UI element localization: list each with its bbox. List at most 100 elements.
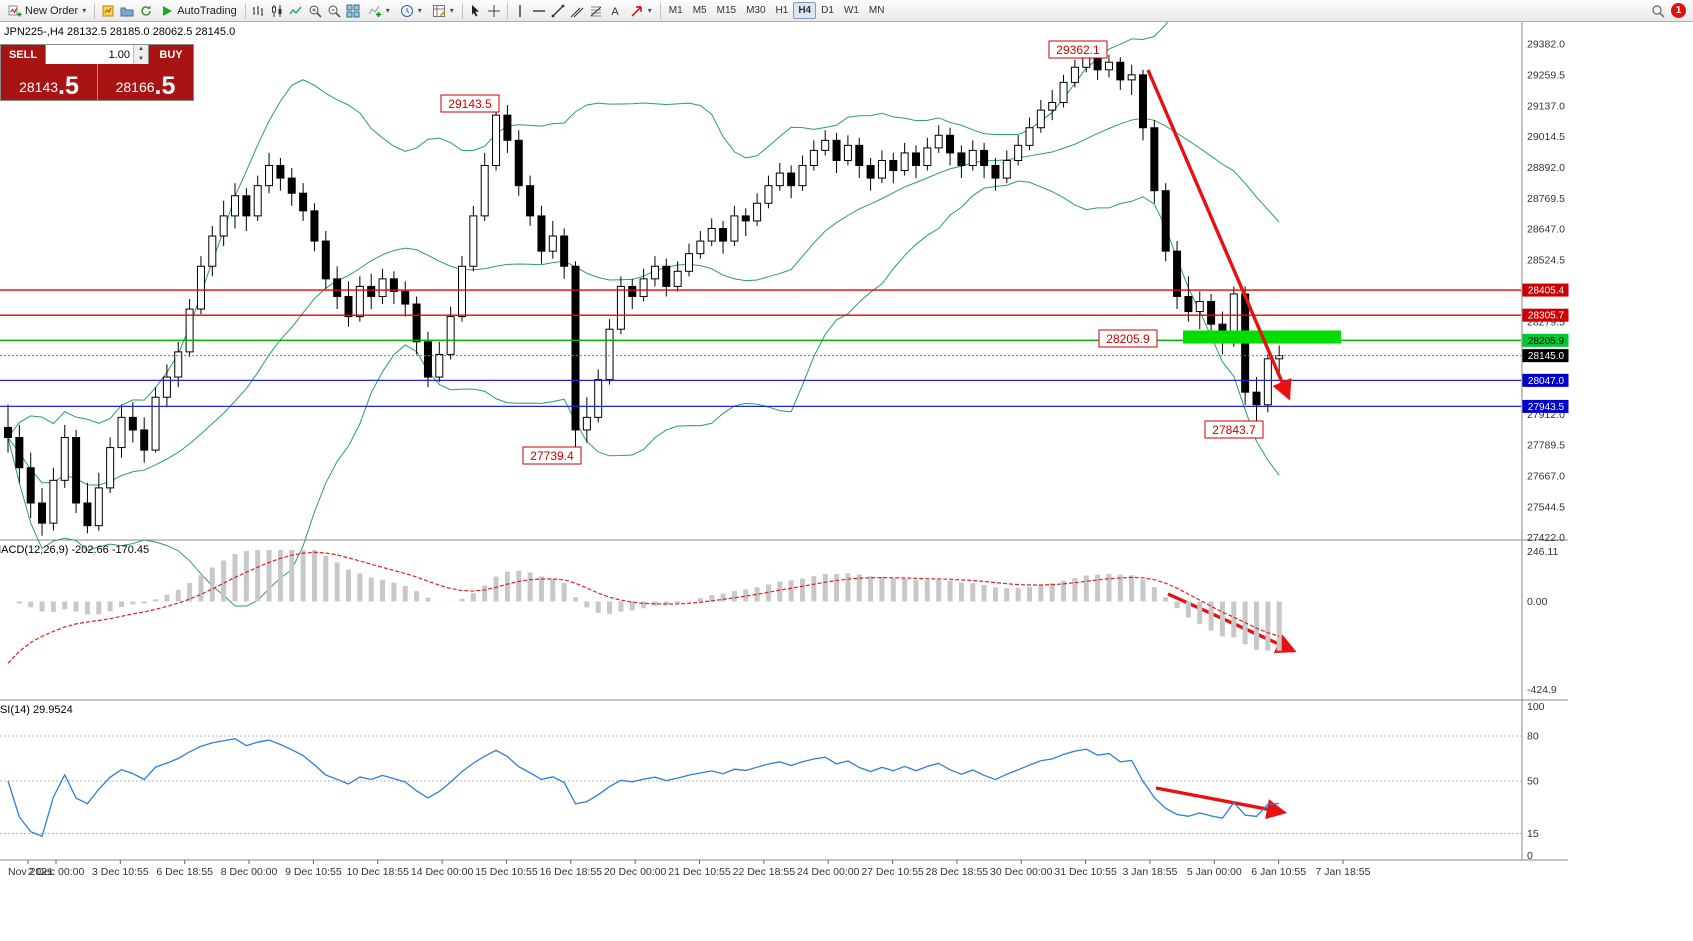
new-order-button[interactable]: New Order ▾	[3, 1, 91, 20]
buy-button[interactable]: BUY	[149, 45, 193, 64]
timeframe-label: MN	[868, 5, 885, 16]
text-button[interactable]: A	[606, 2, 625, 20]
timeframe-m30[interactable]: M30	[741, 2, 770, 19]
svg-text:80: 80	[1527, 731, 1539, 743]
volume-up-icon[interactable]: ▲	[134, 45, 148, 55]
zoom-in-button[interactable]	[306, 2, 325, 20]
volume-value[interactable]: 1.00	[108, 48, 130, 61]
svg-text:27422.0: 27422.0	[1527, 532, 1565, 544]
timeframe-label: M5	[692, 5, 707, 16]
chart-canvas[interactable]: 29362.1 29143.5 28205.9 27739.4 27843.7 29382…	[0, 22, 1693, 941]
svg-text:28145.0: 28145.0	[1528, 351, 1565, 362]
svg-text:15 Dec 10:55: 15 Dec 10:55	[475, 866, 538, 878]
svg-text:100: 100	[1527, 701, 1545, 713]
timeframe-h1[interactable]: H1	[771, 2, 794, 19]
timeframe-m1[interactable]: M1	[664, 2, 688, 19]
fibonacci-button[interactable]	[587, 2, 606, 20]
timeframe-w1[interactable]: W1	[839, 2, 864, 19]
volume-field[interactable]: 1.00 ▲ ▼	[45, 45, 149, 64]
svg-text:10 Dec 18:55: 10 Dec 18:55	[347, 866, 410, 878]
volume-down-icon[interactable]: ▼	[134, 54, 148, 64]
svg-text:29143.5: 29143.5	[448, 97, 492, 111]
refresh-button[interactable]	[136, 2, 155, 20]
svg-text:27843.7: 27843.7	[1212, 423, 1256, 437]
svg-text:29137.0: 29137.0	[1527, 100, 1565, 112]
crosshair-button[interactable]	[485, 2, 504, 20]
text-icon: A	[608, 4, 622, 18]
trend-arrow-rsi[interactable]	[1155, 786, 1288, 820]
sell-label: SELL	[8, 48, 38, 61]
svg-text:27739.4: 27739.4	[530, 449, 574, 463]
price-callout[interactable]: 29362.1	[1048, 40, 1108, 59]
sell-button[interactable]: SELL	[1, 45, 45, 64]
profiles-button[interactable]	[117, 2, 136, 20]
price-callout[interactable]: 27843.7	[1204, 420, 1264, 439]
trend-arrow-main[interactable]	[1146, 69, 1292, 401]
timeframe-m5[interactable]: M5	[688, 2, 712, 19]
svg-text:28205.9: 28205.9	[1106, 332, 1150, 346]
charts-icon	[101, 4, 115, 18]
price-callout[interactable]: 28205.9	[1098, 329, 1158, 348]
main-toolbar: New Order ▾ AutoTrading ▾ ▾ ▾ A ▾ M1 M5 …	[0, 0, 1693, 22]
search-button[interactable]	[1648, 2, 1667, 20]
svg-text:28405.4: 28405.4	[1528, 286, 1565, 297]
chart-frame	[0, 22, 1568, 861]
chevron-down-icon: ▾	[385, 6, 390, 15]
periods-button[interactable]: ▾	[395, 1, 427, 20]
timeframe-label: M30	[746, 5, 766, 16]
buy-price-frac: .5	[154, 71, 176, 100]
zoom-out-button[interactable]	[325, 2, 344, 20]
line-chart-button[interactable]	[287, 2, 306, 20]
profiles-icon	[120, 4, 134, 18]
templates-button[interactable]: ▾	[427, 1, 459, 20]
channel-button[interactable]	[568, 2, 587, 20]
timeframe-h4[interactable]: H4	[793, 2, 817, 19]
indicators-button[interactable]: ▾	[363, 1, 395, 20]
vertical-line-icon	[513, 4, 527, 18]
svg-text:7 Jan 18:55: 7 Jan 18:55	[1316, 866, 1371, 878]
new-order-label: New Order	[25, 4, 79, 17]
charts-button[interactable]	[98, 2, 117, 20]
timeframe-label: W1	[843, 5, 859, 16]
cursor-button[interactable]	[466, 2, 485, 20]
sell-price-button[interactable]: 28143 .5	[1, 64, 97, 100]
autotrading-label: AutoTrading	[177, 4, 237, 17]
candlestick-chart-button[interactable]	[268, 2, 287, 20]
chevron-down-icon: ▾	[82, 6, 87, 15]
svg-text:Nov 2021: Nov 2021	[8, 866, 53, 878]
sell-price-frac: .5	[58, 71, 79, 100]
trendline-icon	[551, 4, 565, 18]
svg-text:3 Jan 18:55: 3 Jan 18:55	[1123, 866, 1178, 878]
notification-count: 1	[1675, 5, 1682, 16]
autotrading-button[interactable]: AutoTrading	[155, 1, 242, 20]
horizontal-line-button[interactable]	[530, 2, 549, 20]
clock-icon	[400, 4, 414, 18]
arrow-object-icon	[630, 4, 644, 18]
price-badge: 28205.9	[1522, 333, 1569, 347]
macd-label: MACD(12,26,9) -202.66 -170.45	[0, 544, 149, 556]
vertical-line-button[interactable]	[511, 2, 530, 20]
svg-text:27544.5: 27544.5	[1527, 501, 1565, 513]
price-callout[interactable]: 29143.5	[440, 94, 500, 113]
svg-text:31 Dec 10:55: 31 Dec 10:55	[1054, 866, 1117, 878]
crosshair-icon	[487, 4, 501, 18]
price-callout[interactable]: 27739.4	[522, 446, 582, 465]
timeframe-mn[interactable]: MN	[864, 2, 890, 19]
tile-windows-button[interactable]	[344, 2, 363, 20]
buy-price-button[interactable]: 28166 .5	[97, 64, 193, 100]
svg-text:27943.5: 27943.5	[1528, 402, 1565, 413]
svg-text:5 Jan 00:00: 5 Jan 00:00	[1187, 866, 1242, 878]
svg-text:A: A	[612, 6, 620, 18]
toolbar-separator	[461, 2, 463, 19]
fibonacci-icon	[589, 4, 603, 18]
timeframe-m15[interactable]: M15	[712, 2, 741, 19]
svg-text:6 Dec 18:55: 6 Dec 18:55	[156, 866, 213, 878]
notification-badge[interactable]: 1	[1671, 3, 1686, 18]
bar-chart-button[interactable]	[249, 2, 268, 20]
trendline-button[interactable]	[549, 2, 568, 20]
horizontal-line-icon	[532, 4, 546, 18]
svg-text:21 Dec 10:55: 21 Dec 10:55	[668, 866, 731, 878]
timeframe-d1[interactable]: D1	[816, 2, 839, 19]
arrows-button[interactable]: ▾	[625, 1, 657, 20]
toolbar-separator	[659, 2, 661, 19]
